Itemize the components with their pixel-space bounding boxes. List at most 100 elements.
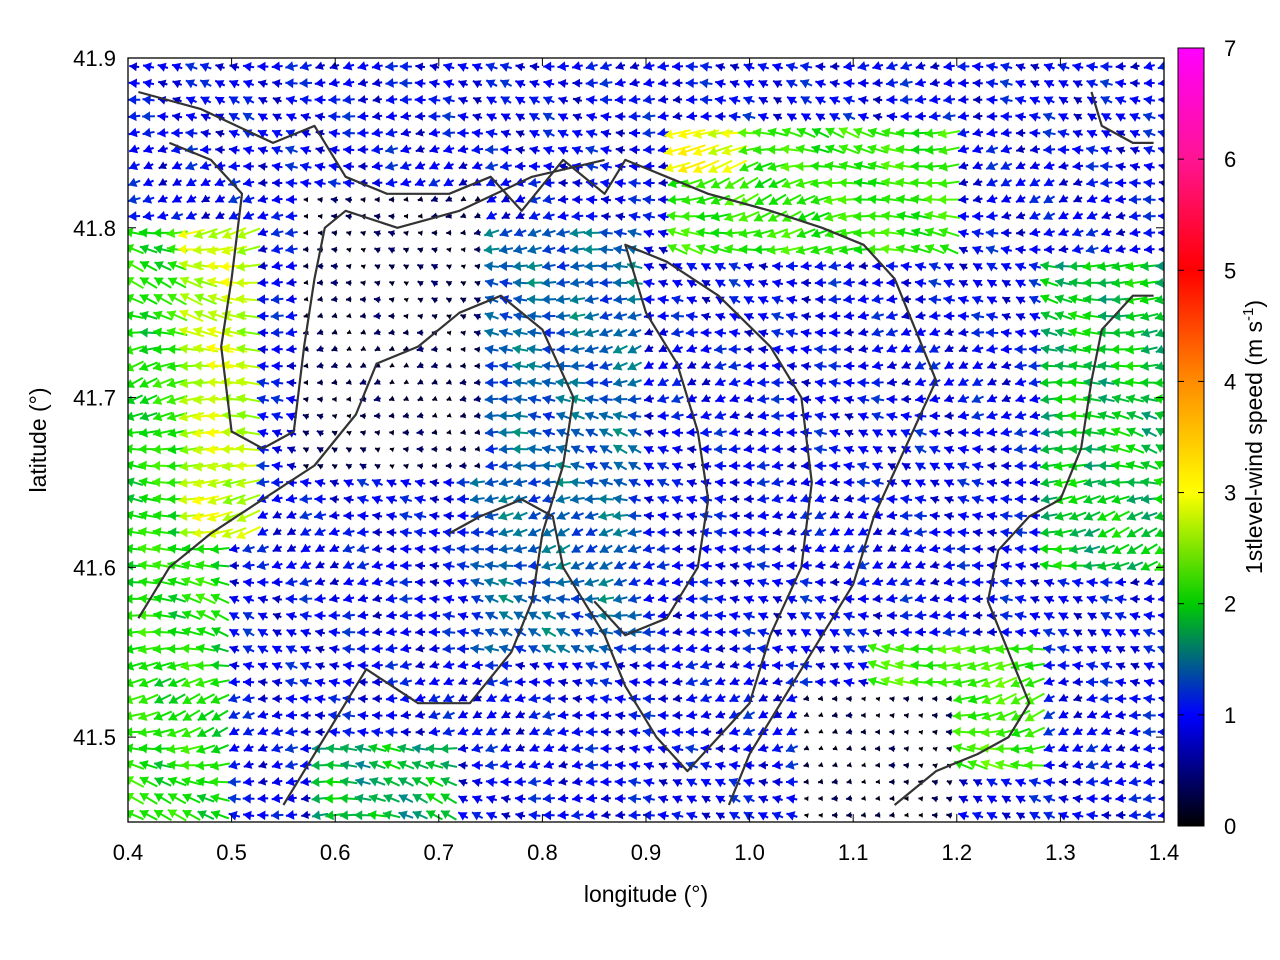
wind-vector	[757, 628, 770, 638]
wind-vector	[368, 743, 387, 754]
wind-vector	[128, 644, 144, 655]
wind-vector	[1015, 795, 1026, 804]
wind-vector	[367, 810, 387, 820]
wind-vector	[543, 760, 555, 769]
wind-vector	[756, 460, 770, 471]
wind-vector	[500, 95, 512, 106]
wind-vector	[300, 112, 312, 122]
wind-vector	[498, 328, 514, 338]
wind-vector	[389, 464, 395, 470]
wind-vector	[513, 594, 528, 604]
wind-vector	[1015, 312, 1026, 322]
wind-vector	[153, 327, 173, 338]
wind-vector	[786, 811, 798, 821]
wind-vector	[128, 776, 145, 788]
wind-vector	[374, 264, 381, 270]
wind-vector	[753, 210, 773, 222]
wind-vector	[598, 527, 614, 537]
wind-vector	[414, 544, 426, 554]
wind-vector	[374, 196, 380, 203]
wind-vector	[299, 510, 313, 520]
wind-vector	[457, 643, 469, 654]
wind-vector	[599, 294, 613, 305]
wind-vector	[585, 129, 598, 139]
wind-vector	[615, 212, 626, 221]
wind-vector	[570, 560, 585, 570]
wind-vector	[457, 660, 469, 670]
wind-vector	[400, 544, 412, 554]
wind-vector	[786, 79, 798, 89]
wind-vector	[729, 676, 740, 686]
wind-vector	[664, 161, 691, 173]
wind-vector	[958, 327, 969, 337]
wind-vector	[257, 361, 269, 372]
wind-vector	[515, 130, 525, 138]
wind-vector	[340, 743, 358, 754]
wind-vector	[743, 295, 755, 305]
wind-vector	[415, 660, 426, 669]
wind-vector	[585, 445, 598, 455]
wind-vector	[1086, 177, 1099, 188]
wind-vector	[285, 227, 298, 238]
wind-vector	[946, 746, 953, 753]
wind-vector	[615, 744, 626, 754]
wind-vector	[677, 144, 706, 157]
wind-vector	[558, 760, 568, 769]
wind-vector	[914, 360, 927, 370]
wind-vector	[938, 210, 961, 221]
wind-vector	[1128, 810, 1142, 820]
wind-vector	[930, 61, 940, 71]
wind-vector	[613, 478, 628, 488]
wind-vector	[829, 662, 840, 671]
wind-vector	[1068, 377, 1088, 388]
wind-vector	[571, 743, 584, 754]
wind-vector	[1015, 194, 1026, 203]
wind-vector	[771, 394, 785, 405]
wind-vector	[316, 429, 324, 437]
wind-vector	[474, 212, 481, 219]
wind-vector	[572, 694, 583, 704]
wind-vector	[228, 194, 241, 204]
wind-vector	[342, 543, 355, 554]
wind-vector	[642, 194, 656, 205]
wind-vector	[714, 360, 727, 371]
wind-vector	[399, 676, 413, 687]
wind-vector	[316, 328, 324, 336]
wind-vector	[372, 710, 383, 721]
wind-vector	[598, 411, 614, 421]
wind-vector	[443, 494, 454, 504]
wind-vector	[457, 527, 469, 538]
wind-vector	[1139, 278, 1159, 288]
wind-vector	[1097, 261, 1116, 272]
wind-vector	[957, 311, 969, 322]
wind-vector	[931, 795, 939, 803]
wind-vector	[1054, 360, 1073, 371]
wind-vector	[272, 694, 282, 704]
wind-vector	[1058, 161, 1069, 171]
wind-vector	[400, 710, 412, 720]
wind-vector	[714, 544, 727, 555]
wind-vector	[1141, 527, 1158, 538]
wind-vector	[473, 329, 481, 337]
wind-vector	[1058, 743, 1069, 753]
wind-vector	[484, 344, 499, 355]
wind-vector	[901, 479, 912, 488]
wind-vector	[398, 810, 414, 820]
wind-vector	[485, 760, 499, 771]
wind-vector	[729, 427, 741, 437]
wind-vector	[473, 228, 481, 236]
wind-vector	[772, 544, 783, 554]
wind-vector	[425, 792, 444, 805]
wind-vector	[143, 177, 155, 187]
wind-vector	[743, 578, 755, 588]
wind-vector	[1072, 578, 1084, 588]
wind-vector	[428, 127, 441, 138]
wind-vector	[801, 295, 811, 304]
wind-vector	[628, 761, 641, 771]
wind-vector	[972, 211, 984, 221]
wind-vector	[153, 610, 173, 621]
wind-vector	[210, 593, 230, 605]
wind-vector	[271, 210, 284, 221]
wind-vector	[613, 327, 628, 338]
wind-vector	[555, 544, 571, 554]
